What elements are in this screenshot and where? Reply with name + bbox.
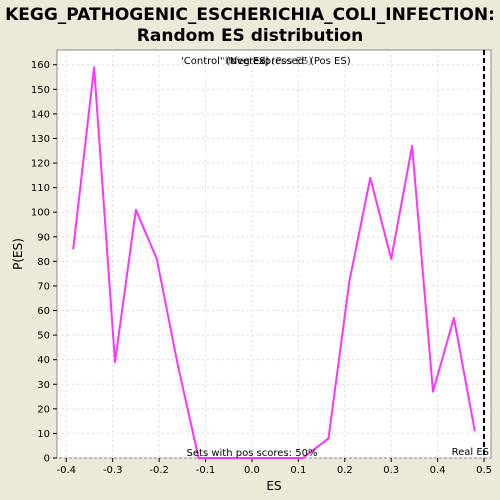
x-axis: -0.4 -0.3 -0.2 -0.1 0.0 0.1 0.2 0.3 0.4 0.5 xyxy=(57,458,492,476)
y-tick-label: 70 xyxy=(37,281,50,292)
y-tick-label: 40 xyxy=(37,355,50,366)
y-tick-label: 120 xyxy=(31,159,50,170)
y-tick-label: 50 xyxy=(37,331,50,342)
chart-subtitle: Random ES distribution xyxy=(136,26,364,46)
y-axis: 0 10 20 30 40 50 60 70 80 90 100 110 120 130 140 150 160 xyxy=(31,60,57,465)
y-tick-label: 30 xyxy=(37,380,50,391)
y-tick-label: 80 xyxy=(37,257,50,268)
y-tick-label: 20 xyxy=(37,404,50,415)
x-axis-label: ES xyxy=(266,479,281,493)
x-tick-label: -0.1 xyxy=(196,465,216,476)
y-tick-label: 150 xyxy=(31,85,50,96)
x-tick-label: 0.5 xyxy=(476,465,492,476)
y-tick-label: 140 xyxy=(31,109,50,120)
series-line xyxy=(72,66,476,459)
x-tick-label: 0.4 xyxy=(430,465,446,476)
y-tick-label: 160 xyxy=(31,60,50,71)
grid-lines xyxy=(57,50,491,459)
real-es-label: Real ES xyxy=(452,447,489,458)
x-tick-label: -0.2 xyxy=(149,465,169,476)
x-tick-label: 0.0 xyxy=(244,465,260,476)
pos-scores-annotation: Sets with pos scores: 50% xyxy=(187,448,318,459)
plot-area xyxy=(56,49,492,459)
y-tick-label: 60 xyxy=(37,306,50,317)
chart-title: KEGG_PATHOGENIC_ESCHERICHIA_COLI_INFECTI… xyxy=(5,5,495,25)
legend-pos-label: 'Infected' (Pos ES) xyxy=(222,56,312,67)
y-axis-label: P(ES) xyxy=(11,238,25,270)
legend-pos-extra-label: 'overexpressed' (Pos ES) xyxy=(228,56,351,67)
x-tick-label: -0.3 xyxy=(103,465,123,476)
x-tick-label: -0.4 xyxy=(57,465,77,476)
legend-neg-label: 'Control' (Neg ES) xyxy=(181,56,270,67)
x-tick-label: 0.2 xyxy=(337,465,353,476)
x-tick-label: 0.1 xyxy=(290,465,306,476)
y-tick-label: 130 xyxy=(31,134,50,145)
y-tick-label: 100 xyxy=(31,208,50,219)
x-tick-label: 0.3 xyxy=(383,465,399,476)
y-tick-label: 110 xyxy=(31,183,50,194)
y-tick-label: 0 xyxy=(44,454,50,465)
y-tick-label: 10 xyxy=(37,429,50,440)
y-tick-label: 90 xyxy=(37,232,50,243)
series-group xyxy=(72,66,476,459)
